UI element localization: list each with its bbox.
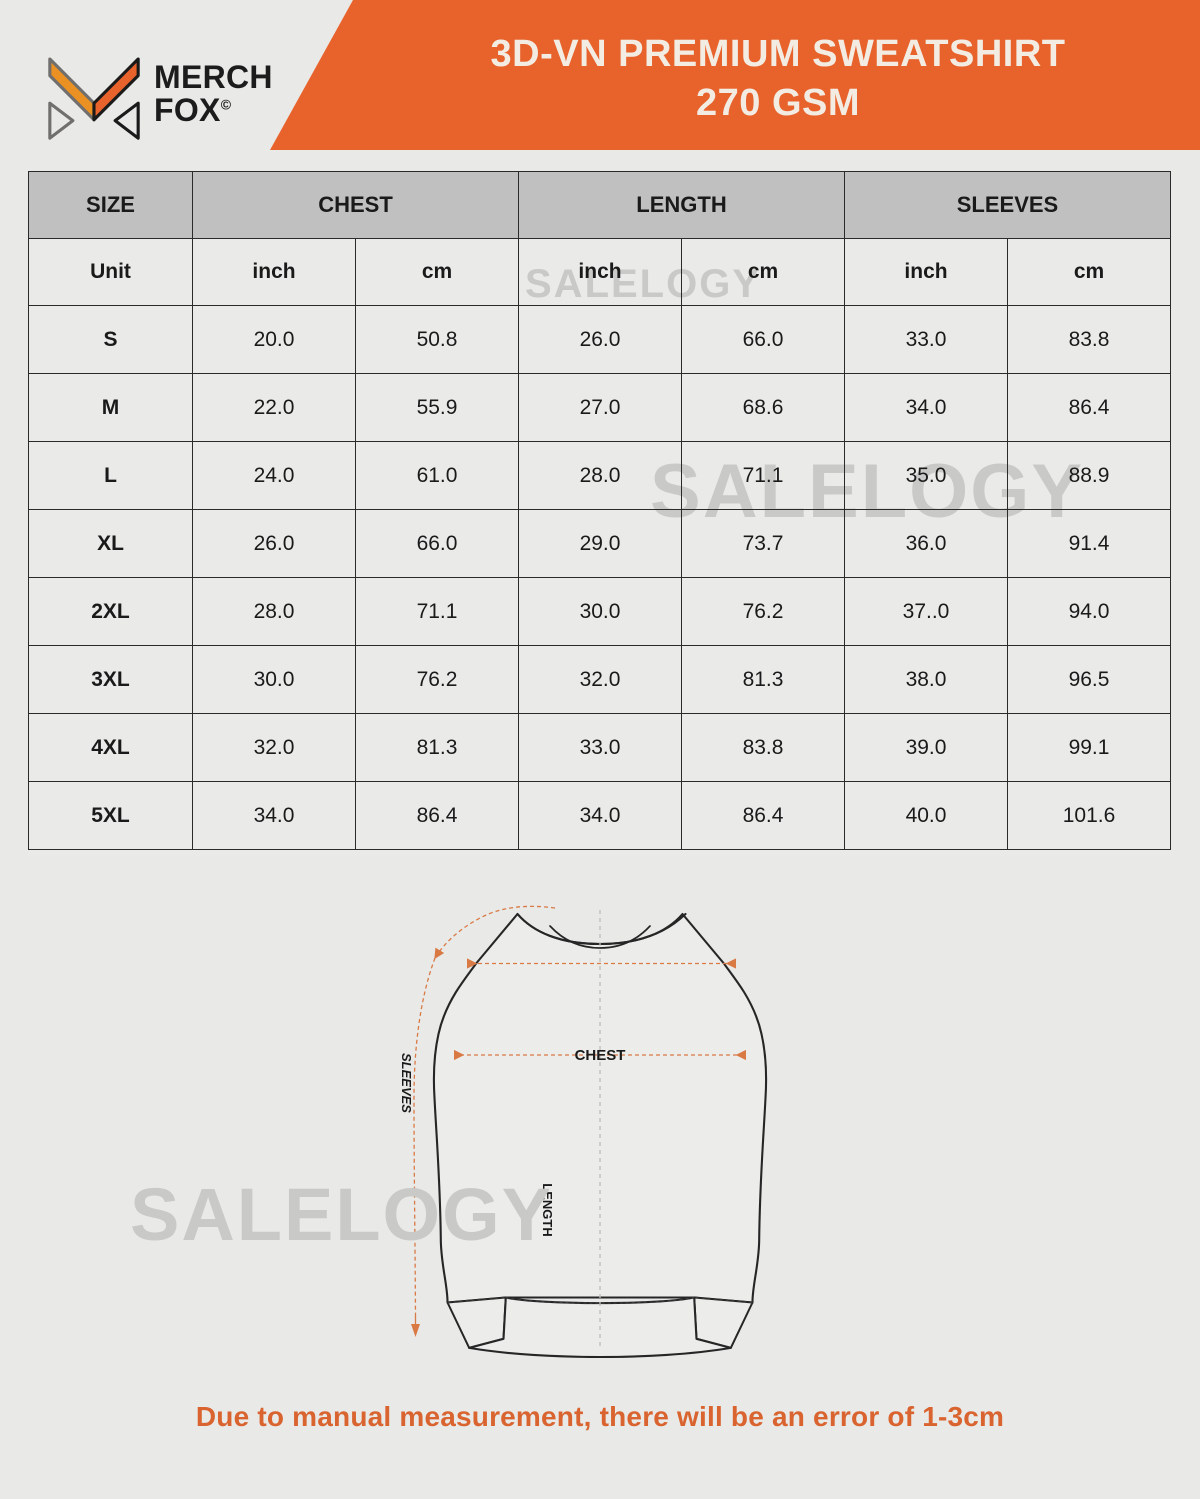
svg-text:CHEST: CHEST [575,1047,626,1064]
svg-text:SLEEVES: SLEEVES [400,1053,414,1113]
